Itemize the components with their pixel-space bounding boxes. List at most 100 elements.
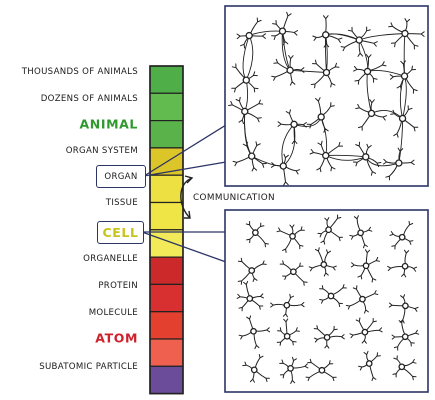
network-neuron-1-soma <box>278 27 287 35</box>
network-neuron-3-dendrites <box>340 26 378 57</box>
isolated-neuron-6 <box>279 260 308 286</box>
isolated-neuron-21-soma <box>287 364 294 372</box>
isolated-neuron-2-soma <box>325 226 332 234</box>
label-organ: ORGAN <box>96 165 146 188</box>
isolated-neuron-2 <box>317 214 343 245</box>
network-neuron-3 <box>340 26 378 57</box>
network-neuron-2 <box>312 15 343 48</box>
network-neuron-13-soma <box>367 109 376 118</box>
isolated-neuron-16-soma <box>283 332 291 340</box>
isolated-neurons-panel <box>224 209 429 393</box>
connector-line-3 <box>141 231 227 263</box>
isolated-neuron-23 <box>358 350 381 382</box>
label-organ-text: ORGAN <box>104 171 138 182</box>
isolated-neuron-19-dendrites <box>391 319 420 351</box>
network-neuron-10 <box>228 96 264 125</box>
network-neuron-14-soma <box>398 114 407 123</box>
network-neuron-0-soma <box>245 31 253 40</box>
isolated-neuron-24-soma <box>398 363 406 371</box>
zoom-connectors <box>141 124 227 263</box>
label-animal: ANIMAL <box>79 116 138 132</box>
isolated-neuron-12 <box>319 284 347 307</box>
isolated-neuron-18 <box>349 317 383 344</box>
network-neuron-7 <box>310 59 340 89</box>
network-neuron-5 <box>231 63 259 93</box>
network-neuron-12-soma <box>317 113 325 121</box>
network-neuron-16 <box>270 153 301 186</box>
isolated-neuron-15-dendrites <box>238 315 271 349</box>
isolated-neuron-9 <box>387 249 418 278</box>
scale-segment-thousands <box>149 65 184 94</box>
network-neuron-14 <box>390 105 419 138</box>
isolated-neuron-14-soma <box>402 302 409 310</box>
network-neuron-8-soma <box>363 67 372 76</box>
label-cell-text: CELL <box>102 225 139 240</box>
isolated-neuron-13-soma <box>359 295 366 303</box>
isolated-neuron-5-dendrites <box>237 257 267 285</box>
network-neuron-6-soma <box>286 66 294 75</box>
isolated-neuron-24-dendrites <box>392 355 417 381</box>
network-neuron-2-soma <box>322 31 330 39</box>
scale-segment-animal <box>149 119 184 149</box>
network-neuron-9-soma <box>400 72 409 80</box>
network-link-16-11 <box>281 123 295 167</box>
network-neuron-11-dendrites <box>277 109 307 145</box>
isolated-neuron-17-soma <box>323 333 331 341</box>
scale-segment-molecule <box>149 311 184 340</box>
network-neuron-5-soma <box>242 76 250 84</box>
network-neuron-17 <box>309 140 344 173</box>
network-neuron-4-dendrites <box>388 18 425 50</box>
network-neuron-12-dendrites <box>306 97 335 133</box>
network-neuron-18-dendrites <box>352 141 382 176</box>
network-neuron-18-soma <box>362 153 370 161</box>
network-neuron-17-dendrites <box>309 140 344 173</box>
network-neuron-17-soma <box>322 151 330 160</box>
network-neuron-13 <box>355 99 388 131</box>
scale-segment-organelle <box>149 256 184 286</box>
isolated-neuron-4-dendrites <box>389 220 414 250</box>
network-neuron-9-dendrites <box>389 60 418 94</box>
isolated-neuron-22-dendrites <box>305 358 337 382</box>
isolated-neuron-10-dendrites <box>236 280 264 312</box>
network-neuron-4-soma <box>401 29 409 38</box>
isolated-neuron-20 <box>242 354 270 383</box>
isolated-neuron-11 <box>270 293 305 318</box>
scale-segment-subatomic <box>149 365 184 395</box>
scale-segment-dozens <box>149 92 184 122</box>
label-subatomic-particle: SUBATOMIC PARTICLE <box>39 362 138 372</box>
network-neuron-10-soma <box>241 107 249 116</box>
scale-segment-atom <box>149 338 184 367</box>
isolated-neuron-18-dendrites <box>349 317 383 344</box>
network-neuron-19 <box>382 147 415 181</box>
isolated-neuron-2-dendrites <box>317 214 343 245</box>
isolated-neuron-10 <box>236 280 264 312</box>
network-neuron-1-dendrites <box>271 11 298 46</box>
isolated-neuron-0 <box>245 221 269 248</box>
network-neuron-8 <box>353 54 387 85</box>
isolated-neuron-0-soma <box>252 229 259 237</box>
isolated-neuron-8 <box>350 249 380 283</box>
isolated-neuron-7-dendrites <box>308 247 337 277</box>
isolated-neuron-17-dendrites <box>313 325 345 349</box>
network-neuron-15-soma <box>248 152 256 160</box>
isolated-neuron-3-dendrites <box>349 215 373 249</box>
isolated-neuron-23-dendrites <box>358 350 381 382</box>
network-neuron-16-dendrites <box>270 153 301 186</box>
communication-arrowhead-bottom <box>184 210 191 219</box>
label-protein: PROTEIN <box>98 281 138 291</box>
network-neuron-14-dendrites <box>390 105 419 138</box>
network-neuron-13-dendrites <box>355 99 388 131</box>
isolated-neuron-1-soma <box>289 232 296 240</box>
isolated-neuron-5-soma <box>248 267 256 274</box>
label-thousands-of-animals: THOUSANDS OF ANIMALS <box>21 67 138 77</box>
label-tissue: TISSUE <box>105 198 138 208</box>
isolated-neuron-4 <box>389 220 414 250</box>
network-neuron-0 <box>236 17 266 49</box>
isolated-neuron-13 <box>345 285 379 314</box>
isolated-neuron-3-soma <box>357 229 364 237</box>
isolated-neuron-19-soma <box>401 333 409 341</box>
network-neuron-18 <box>352 141 382 176</box>
isolated-neuron-24 <box>392 355 417 381</box>
isolated-neuron-0-dendrites <box>245 221 269 248</box>
